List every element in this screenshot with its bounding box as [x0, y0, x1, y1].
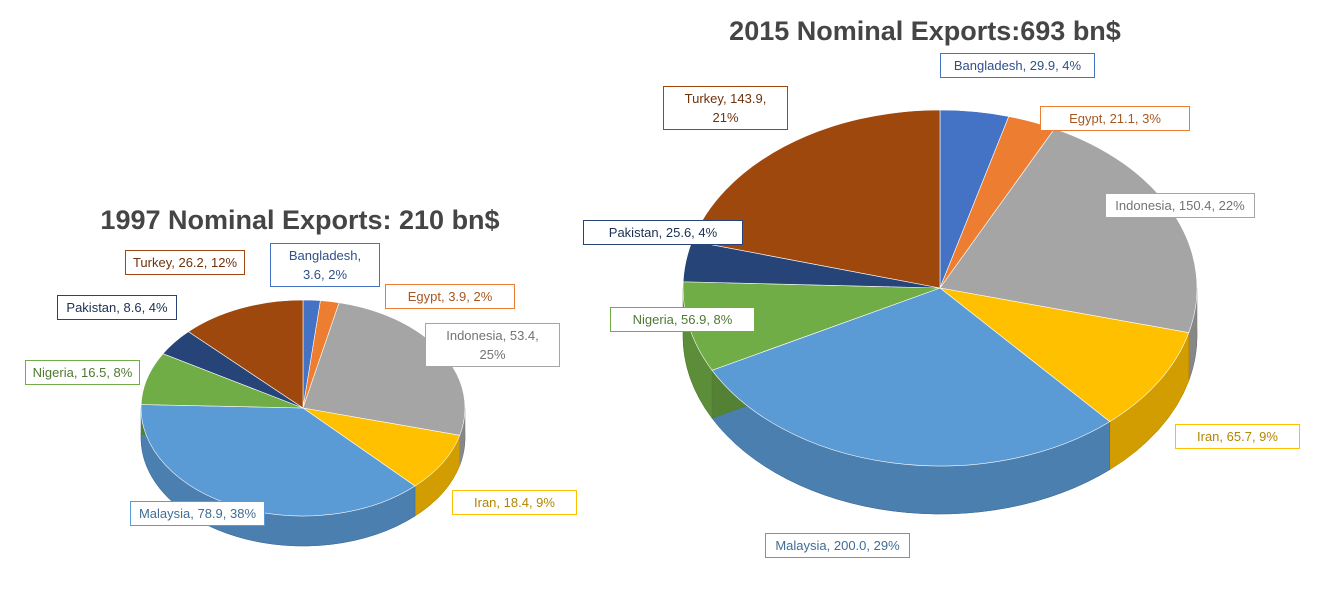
- label-category: Pakistan: [66, 300, 117, 315]
- data-label: Bangladesh, 29.9, 4%: [940, 53, 1095, 78]
- slice: [302, 407, 461, 487]
- data-label: Malaysia, 200.0, 29%: [765, 533, 910, 558]
- label-category: Egypt: [1069, 111, 1103, 126]
- chart-title: 1997 Nominal Exports: 210 bn$: [100, 205, 500, 235]
- label-category: Malaysia: [775, 538, 827, 553]
- label-category: Turkey: [684, 91, 723, 106]
- label-category: Pakistan: [608, 225, 659, 240]
- label-category: Indonesia: [1115, 198, 1172, 213]
- label-category: Iran: [1197, 429, 1220, 444]
- slice: [711, 287, 1111, 467]
- label-value: , 143.9, 21%: [712, 91, 767, 125]
- label-category: Nigeria: [32, 365, 74, 380]
- slice: [939, 287, 1190, 422]
- label-value: , 65.7, 9%: [1219, 429, 1278, 444]
- data-label: Pakistan, 25.6, 4%: [583, 220, 743, 245]
- data-label: Egypt, 3.9, 2%: [385, 284, 515, 309]
- label-category: Iran: [474, 495, 497, 510]
- label-category: Malaysia: [138, 506, 191, 521]
- slice: [691, 109, 941, 289]
- data-label: Egypt, 21.1, 3%: [1040, 106, 1190, 131]
- data-label: Turkey, 143.9, 21%: [663, 86, 788, 130]
- chart-title: 2015 Nominal Exports:693 bn$: [729, 16, 1121, 46]
- data-label: Iran, 65.7, 9%: [1175, 424, 1300, 449]
- label-value: , 29.9, 4%: [1022, 58, 1082, 73]
- label-value: , 150.4, 22%: [1171, 198, 1245, 213]
- data-label: Indonesia, 53.4, 25%: [425, 323, 560, 367]
- label-value: , 56.9, 8%: [673, 312, 733, 327]
- label-category: Turkey: [132, 255, 172, 270]
- data-label: Indonesia, 150.4, 22%: [1105, 193, 1255, 218]
- data-label: Turkey, 26.2, 12%: [125, 250, 245, 275]
- label-category: Egypt: [407, 289, 441, 304]
- data-label: Bangladesh, 3.6, 2%: [270, 243, 380, 287]
- label-category: Nigeria: [632, 312, 674, 327]
- label-value: , 78.9, 38%: [190, 506, 257, 521]
- slice: [187, 299, 304, 409]
- data-label: Nigeria, 56.9, 8%: [610, 307, 755, 332]
- label-value: , 200.0, 29%: [826, 538, 900, 553]
- label-value: , 18.4, 9%: [496, 495, 555, 510]
- label-category: Indonesia: [446, 328, 503, 343]
- label-category: Bangladesh: [953, 58, 1023, 73]
- data-label: Pakistan, 8.6, 4%: [57, 295, 177, 320]
- label-value: , 8.6, 4%: [116, 300, 168, 315]
- data-label: Malaysia, 78.9, 38%: [130, 501, 265, 526]
- label-value: , 3.9, 2%: [440, 289, 493, 304]
- data-label: Iran, 18.4, 9%: [452, 490, 577, 515]
- label-value: , 21.1, 3%: [1102, 111, 1161, 126]
- label-category: Bangladesh: [288, 248, 358, 263]
- label-value: , 26.2, 12%: [171, 255, 238, 270]
- label-value: , 16.5, 8%: [73, 365, 133, 380]
- label-value: , 3.6, 2%: [302, 248, 362, 282]
- label-value: , 25.6, 4%: [658, 225, 718, 240]
- data-label: Nigeria, 16.5, 8%: [25, 360, 140, 385]
- label-value: , 53.4, 25%: [479, 328, 539, 362]
